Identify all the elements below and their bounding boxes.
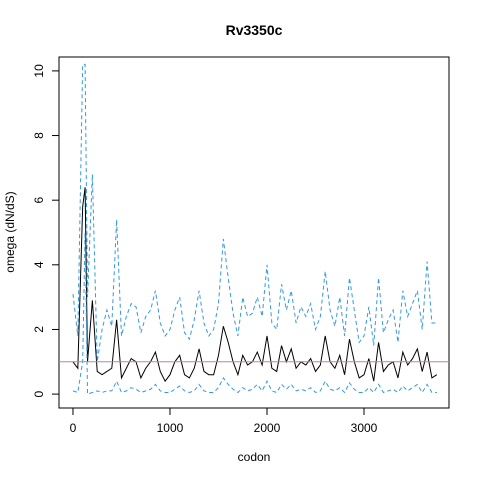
- x-tick-label: 0: [70, 421, 77, 435]
- y-tick-label: 0: [32, 390, 46, 397]
- y-tick-label: 10: [32, 64, 46, 78]
- y-tick-label: 6: [32, 197, 46, 204]
- y-tick-label: 2: [32, 326, 46, 333]
- plot-frame: [58, 56, 450, 409]
- y-tick-label: 8: [32, 132, 46, 139]
- x-tick-label: 3000: [351, 421, 378, 435]
- x-tick-label: 2000: [254, 421, 281, 435]
- chart-title: Rv3350c: [226, 22, 283, 38]
- series-line: [72, 63, 437, 362]
- y-axis-label: omega (dN/dS): [3, 191, 17, 272]
- series-line: [72, 187, 438, 383]
- y-tick-label: 4: [32, 261, 46, 268]
- series-line: [72, 232, 437, 395]
- x-axis-label: codon: [238, 450, 271, 464]
- x-tick-label: 1000: [157, 421, 184, 435]
